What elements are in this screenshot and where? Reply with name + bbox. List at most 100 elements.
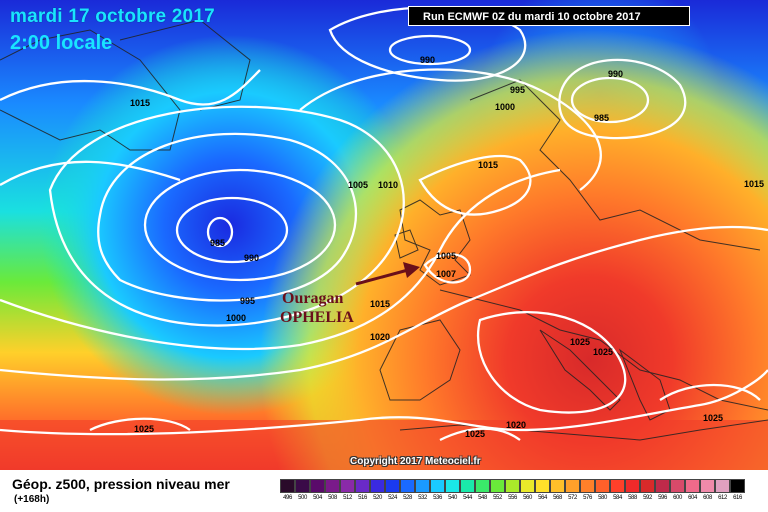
scale-color [445,479,460,493]
scale-color [355,479,370,493]
scale-color [295,479,310,493]
scale-swatch: 592 [640,479,655,505]
isobar-label: 1025 [134,424,154,434]
scale-value: 508 [328,495,337,501]
color-scale: 496 500 504 508 512 516 520 524 528 532 536 540 544 5… [280,479,745,505]
scale-value: 524 [388,495,397,501]
scale-swatch: 520 [370,479,385,505]
scale-swatch: 556 [505,479,520,505]
annotation-line1: Ouragan [282,290,343,307]
isobar-label: 1015 [744,179,764,189]
scale-swatch: 608 [700,479,715,505]
scale-value: 600 [673,495,682,501]
legend-footer: Géop. z500, pression niveau mer (+168h) … [0,470,768,512]
scale-color [385,479,400,493]
scale-value: 568 [553,495,562,501]
scale-color [400,479,415,493]
forecast-time: 2:00 locale [10,32,113,54]
scale-swatch: 612 [715,479,730,505]
scale-color [565,479,580,493]
scale-value: 536 [433,495,442,501]
scale-color [580,479,595,493]
scale-color [730,479,745,493]
scale-value: 616 [733,495,742,501]
annotation-line2: OPHELIA [280,309,354,326]
isobar-label: 1000 [226,313,246,323]
isobar-label: 1005 [436,251,456,261]
isobar-label: 985 [210,238,225,248]
scale-swatch: 532 [415,479,430,505]
isobars [0,6,768,442]
arrow-icon [403,262,420,278]
scale-value: 564 [538,495,547,501]
isobar-label: 1000 [495,102,515,112]
scale-swatch: 580 [595,479,610,505]
isobar-label: 1025 [465,429,485,439]
isobar-label: 995 [510,85,525,95]
scale-swatch: 548 [475,479,490,505]
isobar-label: 1015 [370,299,390,309]
scale-swatch: 600 [670,479,685,505]
scale-swatch: 564 [535,479,550,505]
scale-swatch: 504 [310,479,325,505]
isobar-label: 1020 [370,332,390,342]
scale-value: 556 [508,495,517,501]
scale-color [280,479,295,493]
scale-color [475,479,490,493]
scale-color [655,479,670,493]
scale-swatch: 528 [400,479,415,505]
scale-value: 540 [448,495,457,501]
scale-value: 528 [403,495,412,501]
scale-color [310,479,325,493]
scale-swatch: 576 [580,479,595,505]
scale-value: 548 [478,495,487,501]
isobar-label: 1020 [506,420,526,430]
scale-color [325,479,340,493]
legend-subtitle: (+168h) [14,494,50,505]
isobar-label: 1015 [478,160,498,170]
scale-value: 512 [343,495,352,501]
copyright: Copyright 2017 Meteociel.fr [350,456,481,467]
scale-color [460,479,475,493]
scale-color [670,479,685,493]
scale-color [415,479,430,493]
scale-value: 532 [418,495,427,501]
forecast-date: mardi 17 octobre 2017 [10,6,215,27]
scale-value: 520 [373,495,382,501]
scale-color [535,479,550,493]
coastlines [0,19,768,441]
scale-value: 592 [643,495,652,501]
scale-color [505,479,520,493]
isobar-label: 1010 [378,180,398,190]
scale-color [610,479,625,493]
scale-swatch: 560 [520,479,535,505]
scale-swatch: 508 [325,479,340,505]
scale-swatch: 536 [430,479,445,505]
scale-value: 516 [358,495,367,501]
scale-color [700,479,715,493]
scale-swatch: 552 [490,479,505,505]
scale-color [625,479,640,493]
isobar-label: 1025 [703,413,723,423]
scale-color [685,479,700,493]
scale-color [640,479,655,493]
scale-color [520,479,535,493]
run-info: Run ECMWF 0Z du mardi 10 octobre 2017 [408,6,690,26]
isobar-label: 995 [240,296,255,306]
isobar-label: 1025 [570,337,590,347]
scale-value: 504 [313,495,322,501]
isobar-label: 985 [594,113,609,123]
weather-map: 990 995 1000 990 985 1015 1015 1005 1010… [0,0,768,470]
scale-value: 612 [718,495,727,501]
scale-color [430,479,445,493]
scale-swatch: 540 [445,479,460,505]
scale-color [490,479,505,493]
ophelia-annotation: Ouragan OPHELIA [280,262,420,326]
scale-value: 584 [613,495,622,501]
scale-swatch: 516 [355,479,370,505]
scale-value: 560 [523,495,532,501]
scale-swatch: 572 [565,479,580,505]
scale-swatch: 544 [460,479,475,505]
isobar-label: 1007 [436,269,456,279]
isobar-label: 1015 [130,98,150,108]
